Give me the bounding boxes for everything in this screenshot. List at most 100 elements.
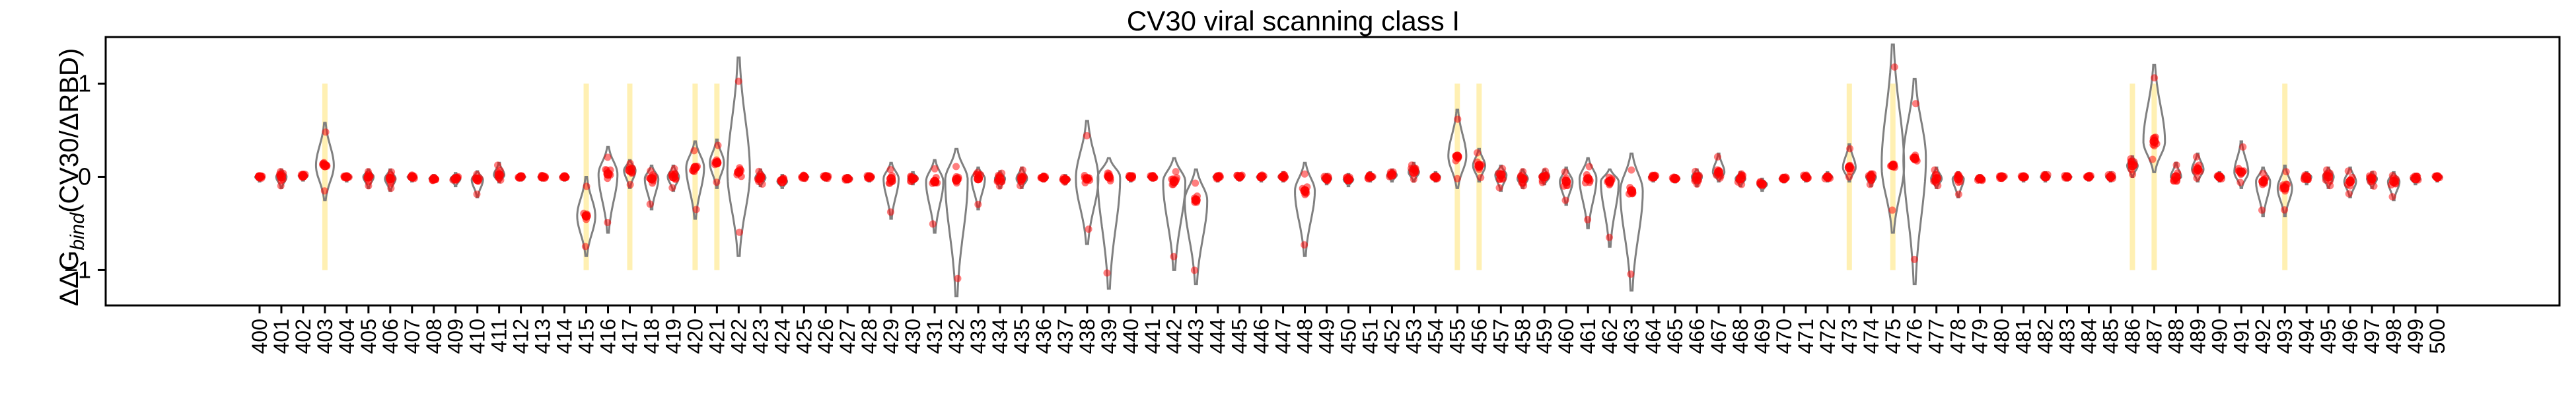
x-tick-label: 439 [1097, 319, 1121, 354]
point-488 [2172, 161, 2180, 169]
point-411 [494, 161, 501, 169]
x-tick-label: 493 [2273, 319, 2297, 354]
x-tick-label: 449 [1315, 319, 1339, 354]
point-429 [886, 166, 894, 173]
median-point-436 [1038, 173, 1048, 182]
median-point-463 [1627, 186, 1637, 196]
x-tick-label: 416 [596, 319, 620, 354]
point-474 [1866, 180, 1874, 188]
median-point-437 [1060, 175, 1070, 184]
x-tick-label: 441 [1141, 319, 1164, 354]
median-point-457 [1496, 170, 1506, 180]
point-461 [1585, 163, 1593, 171]
median-point-484 [2084, 172, 2094, 182]
point-415 [583, 182, 590, 190]
x-tick-label: 500 [2425, 319, 2449, 354]
point-492 [2259, 169, 2267, 177]
x-tick-label: 489 [2186, 319, 2209, 354]
point-403 [322, 128, 330, 136]
median-point-482 [2040, 172, 2050, 182]
x-tick-label: 484 [2077, 319, 2101, 354]
median-point-421 [712, 158, 722, 168]
point-491 [2239, 143, 2247, 151]
point-416 [604, 153, 612, 161]
violin-443 [1184, 168, 1209, 286]
median-point-460 [1561, 177, 1571, 186]
violin-491 [2233, 140, 2250, 189]
point-495 [2326, 182, 2334, 190]
x-tick-label: 440 [1119, 319, 1143, 354]
x-tick-label: 487 [2142, 319, 2166, 354]
median-point-450 [1343, 175, 1353, 184]
median-point-498 [2389, 177, 2399, 186]
violin-493 [2276, 165, 2293, 218]
point-418 [646, 200, 654, 208]
median-point-412 [516, 172, 526, 182]
median-point-428 [865, 172, 875, 182]
point-467 [1713, 153, 1721, 161]
median-point-426 [821, 172, 831, 182]
point-487 [2149, 155, 2157, 163]
point-496 [2345, 190, 2353, 198]
point-455 [1453, 175, 1461, 182]
median-point-459 [1540, 172, 1550, 182]
violin-462 [1600, 168, 1620, 248]
violin-455 [1447, 108, 1468, 189]
point-434 [995, 182, 1003, 190]
median-point-452 [1387, 170, 1397, 180]
x-tick-label: 452 [1380, 319, 1404, 354]
x-tick-label: 401 [269, 319, 293, 354]
x-tick-label: 445 [1228, 319, 1252, 354]
median-point-455 [1452, 151, 1462, 161]
x-tick-label: 478 [1947, 319, 1970, 354]
highlight-band-493 [2282, 83, 2288, 270]
point-456 [1477, 174, 1485, 182]
x-tick-label: 491 [2229, 319, 2253, 354]
x-tick-label: 464 [1641, 319, 1665, 354]
median-point-407 [407, 172, 417, 182]
x-tick-label: 428 [857, 319, 881, 354]
point-476 [1912, 100, 1919, 108]
point-460 [1561, 168, 1569, 176]
point-405 [365, 182, 373, 190]
x-tick-label: 476 [1903, 319, 1927, 354]
violin-418 [643, 165, 660, 211]
point-473 [1846, 145, 1854, 153]
median-point-492 [2258, 177, 2268, 186]
violin-421 [709, 138, 725, 189]
median-point-439 [1104, 172, 1114, 182]
x-tick-label: 405 [357, 319, 380, 354]
x-tick-label: 461 [1576, 319, 1600, 354]
highlight-band-420 [692, 83, 698, 270]
median-point-477 [1931, 174, 1941, 184]
violin-463 [1619, 152, 1644, 292]
median-point-472 [1822, 172, 1832, 182]
data-points [254, 63, 2444, 282]
point-433 [974, 200, 982, 208]
median-point-422 [734, 167, 744, 177]
point-477 [1931, 166, 1939, 174]
point-421 [714, 141, 722, 149]
point-457 [1495, 184, 1503, 192]
median-point-441 [1147, 172, 1157, 182]
median-point-410 [472, 175, 482, 184]
median-point-490 [2215, 172, 2225, 182]
point-406 [387, 184, 395, 192]
point-475 [1888, 206, 1896, 214]
x-tick-label: 494 [2295, 319, 2318, 354]
violin-461 [1578, 157, 1598, 229]
point-416 [604, 219, 612, 226]
x-tick-label: 418 [640, 319, 664, 354]
point-420 [692, 206, 700, 214]
x-tick-label: 474 [1859, 319, 1883, 354]
median-point-419 [668, 172, 678, 182]
median-point-409 [450, 174, 460, 184]
point-478 [1954, 190, 1962, 198]
x-tick-label: 459 [1532, 319, 1556, 354]
median-point-420 [690, 163, 700, 173]
median-point-476 [1910, 153, 1919, 163]
point-486 [2129, 171, 2137, 179]
median-point-411 [494, 170, 504, 180]
point-432 [952, 163, 960, 171]
point-415 [581, 243, 589, 251]
